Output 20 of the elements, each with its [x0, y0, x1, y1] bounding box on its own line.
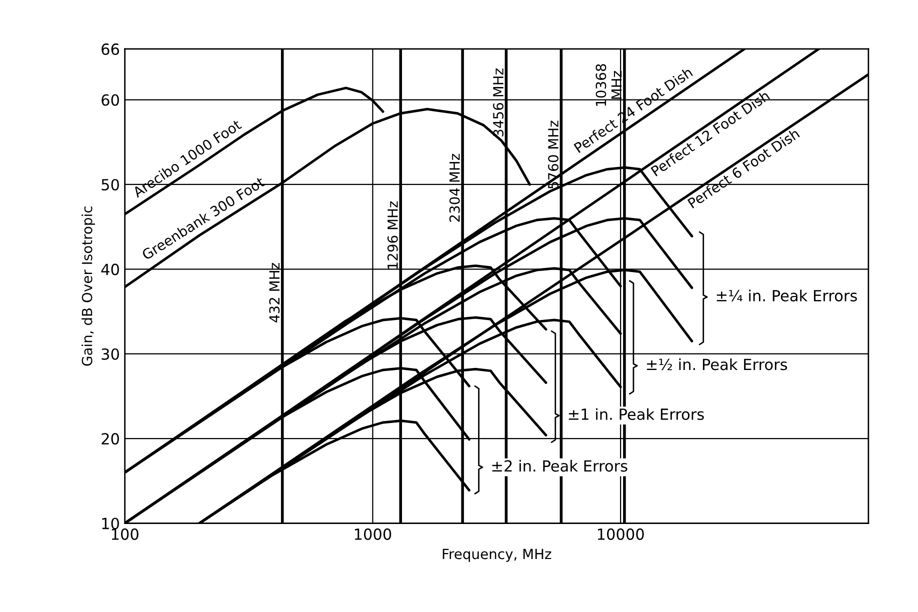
y-axis-title: Gain, dB Over Isotropic — [82, 206, 95, 366]
annotation: ±1 in. Peak Errors — [568, 408, 704, 420]
y-tick-label: 60 — [102, 94, 119, 106]
x-tick-label: 1000 — [354, 528, 392, 540]
y-tick-label: 66 — [102, 43, 120, 55]
ref-line-label: 1296 MHz — [387, 201, 398, 269]
annotation: ±½ in. Peak Errors — [646, 358, 788, 370]
y-tick-label: 50 — [102, 178, 119, 190]
annotation: ±¼ in. Peak Errors — [716, 290, 857, 302]
x-axis-title: Frequency, MHz — [442, 548, 552, 562]
annotation: ±2 in. Peak Errors — [492, 460, 628, 472]
ref-line-label: 2304 MHz — [449, 154, 460, 222]
y-tick-label: 10 — [102, 518, 119, 530]
y-tick-label: 30 — [102, 348, 119, 360]
x-tick-label: 10000 — [598, 528, 644, 540]
ref-line-label: 432 MHz — [269, 262, 280, 322]
x-tick-label: 100 — [112, 528, 138, 540]
ref-line-label: 3456 MHz — [493, 68, 504, 136]
y-tick-label: 20 — [102, 433, 119, 445]
y-tick-label: 40 — [101, 264, 119, 276]
